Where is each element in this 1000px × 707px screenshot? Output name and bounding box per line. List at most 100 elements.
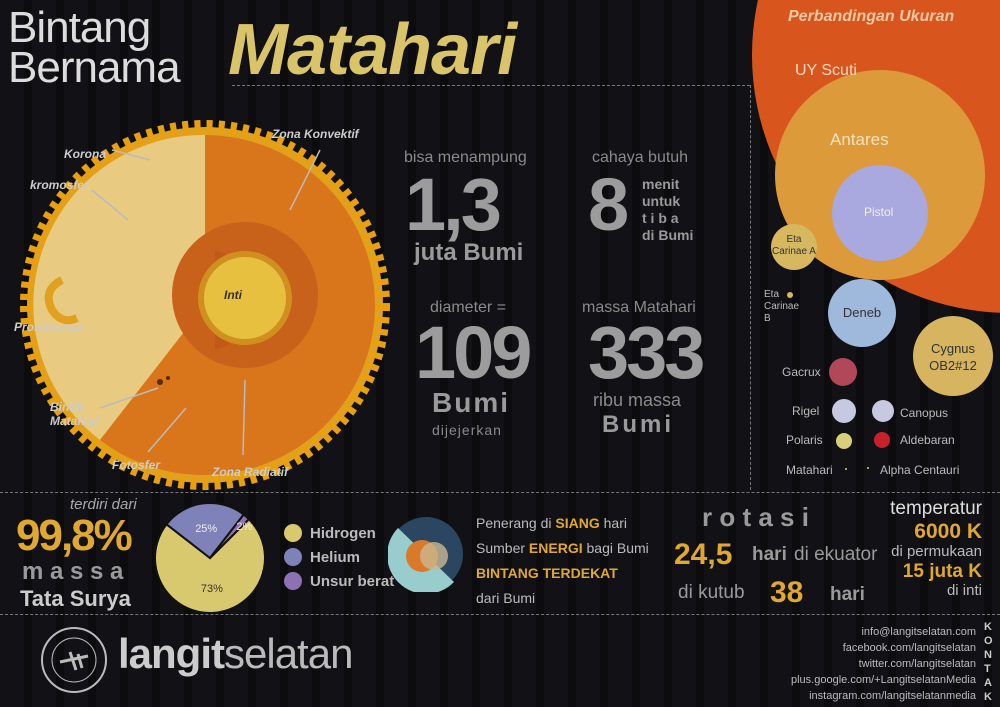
label-zona-radiatif: Zona Radiatif (212, 465, 289, 479)
legend-label: Helium (310, 548, 361, 566)
divider (232, 85, 750, 86)
legend-label: Hidrogen (310, 524, 376, 542)
legend-swatch (284, 524, 302, 542)
text: Sumber (476, 540, 529, 556)
text: langit (118, 630, 225, 677)
text: Penerang di (476, 515, 556, 531)
text: hari (599, 515, 627, 531)
temperature-surface-value: 6000 K (914, 520, 982, 543)
legend-item: Helium (284, 545, 394, 569)
label-antares: Antares (830, 130, 889, 149)
rotation-pole-unit: hari (830, 584, 865, 605)
label-polaris: Polaris (786, 433, 823, 447)
stat-light-text: t i b a (642, 210, 679, 226)
stat-mass-unit2: Bumi (602, 411, 674, 438)
divider (0, 492, 1000, 493)
stat-light-text-block: menit untuk t i b a di Bumi (642, 176, 693, 244)
stat-light-text: untuk (642, 193, 681, 209)
label-matahari: Matahari (786, 463, 833, 477)
pie-label: 73% (201, 583, 223, 595)
contact-list: info@langitselatan.com facebook.com/lang… (791, 624, 976, 704)
roles-text: Penerang di SIANG hari Sumber ENERGI bag… (476, 511, 649, 611)
label-inti: Inti (224, 288, 242, 302)
role-line: Sumber ENERGI bagi Bumi (476, 536, 649, 561)
label-pistol: Pistol (864, 205, 894, 219)
stat-diameter-note: dijejerkan (432, 422, 502, 438)
label-korona: Korona (64, 147, 106, 161)
title-line1: Bintang (8, 3, 151, 52)
contact-facebook[interactable]: facebook.com/langitselatan (842, 642, 976, 654)
label-aldebaran: Aldebaran (900, 433, 955, 447)
contact-google-plus[interactable]: plus.google.com/+LangitselatanMedia (791, 674, 976, 686)
label-uy-scuti: UY Scuti (795, 62, 857, 79)
legend-swatch (284, 548, 302, 566)
pie-slice-hidrogen (154, 517, 266, 614)
star-pistol (832, 165, 928, 261)
label-canopus: Canopus (900, 406, 949, 420)
rotation-pole-label: di kutub (678, 582, 745, 603)
stat-mass-unit: ribu massa (593, 390, 682, 410)
text: selatan (224, 630, 353, 677)
contact-instagram[interactable]: instagram.com/langitselatanmedia (809, 690, 976, 702)
temperature-block: temperatur 6000 K di permukaan 15 juta K… (890, 498, 982, 600)
stat-capacity-value: 1,3 (405, 163, 502, 246)
pie-slice-unsur-berat (209, 513, 251, 559)
star-cygnus (913, 316, 993, 396)
contact-twitter[interactable]: twitter.com/langitselatan (858, 658, 976, 670)
stat-diameter-unit: Bumi (432, 387, 510, 418)
text: BINTANG TERDEKAT (476, 565, 618, 581)
composition-value: 99,8% (16, 511, 133, 560)
role-line: BINTANG TERDEKAT (476, 561, 649, 586)
stat-diameter-label: diameter = (430, 299, 507, 316)
rotation-equator-value: 24,5 (674, 538, 733, 571)
temperature-core-label: di inti (946, 582, 982, 599)
stat-light-text: di Bumi (642, 227, 694, 243)
temperature-surface-label: di permukaan (891, 543, 982, 560)
text: ENERGI (528, 540, 583, 556)
day-night-icon (388, 517, 463, 592)
stat-light-value: 8 (588, 163, 629, 246)
label-alpha-centauri: Alpha Centauri (880, 463, 960, 477)
size-comparison-title: Perbandingan Ukuran (788, 8, 955, 25)
sun-cutaway-diagram (20, 120, 390, 490)
stat-mass-value: 333 (588, 311, 705, 394)
star-polaris (836, 433, 852, 449)
composition-pie-chart: 73% 25% 2% (154, 502, 266, 614)
divider (750, 85, 751, 490)
text: SIANG (555, 515, 600, 531)
star-gacrux (829, 358, 857, 386)
composition-word: m a s s a (22, 558, 124, 585)
divider (0, 614, 1000, 615)
star-canopus (872, 400, 894, 422)
rotation-equator-unit: hari (752, 544, 787, 565)
legend-item: Hidrogen (284, 521, 394, 545)
label-zona-konvektif: Zona Konvektif (272, 127, 359, 141)
title-main: Matahari (228, 10, 517, 90)
stat-light-unit: menit (642, 176, 680, 192)
label-eta-carinae-a: Eta Carinae A (772, 234, 816, 257)
text: bagi Bumi (582, 540, 649, 556)
label-fotosfer: Fotosfer (112, 458, 160, 472)
rotation-pole-value: 38 (770, 576, 804, 609)
stat-mass-label: massa Matahari (582, 299, 696, 316)
label-cygnus: Cygnus OB2#12 (929, 341, 977, 373)
brand-name: langitselatan (118, 630, 353, 678)
rotation-title: r o t a s i (702, 502, 809, 532)
role-line: Penerang di SIANG hari (476, 511, 649, 536)
pie-label: 2% (236, 521, 252, 533)
langitselatan-logo (41, 627, 107, 693)
star-alpha-centauri (867, 467, 869, 469)
composition-pre: terdiri dari (70, 496, 137, 513)
legend-label: Unsur berat (310, 572, 395, 590)
label-eta-carinae-b: Eta Carinae B (764, 289, 800, 324)
label-gacrux: Gacrux (782, 365, 821, 379)
star-rigel (832, 399, 856, 423)
stat-capacity-label: bisa menampung (404, 149, 527, 166)
stat-diameter-value: 109 (415, 311, 532, 394)
contact-email[interactable]: info@langitselatan.com (861, 626, 976, 638)
star-eta-carinae-a (771, 224, 817, 270)
pie-legend: Hidrogen Helium Unsur berat (284, 521, 394, 593)
pie-slice-helium (165, 502, 246, 560)
composition-post: Tata Surya (20, 586, 131, 611)
label-deneb: Deneb (842, 305, 882, 320)
